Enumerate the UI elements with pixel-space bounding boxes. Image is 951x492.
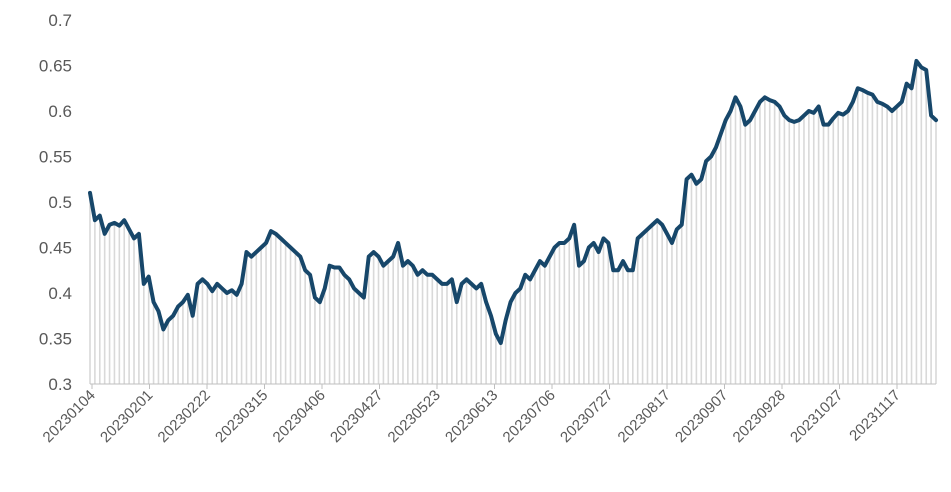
x-tick-label: 20230523 (385, 387, 444, 446)
y-tick-label: 0.3 (48, 375, 72, 394)
x-tick-label: 20231117 (846, 387, 904, 445)
x-tick-label: 20230427 (327, 387, 386, 446)
y-tick-label: 0.7 (48, 11, 72, 30)
series-line (88, 58, 938, 346)
x-axis-tick-labels: 2023010420230201202302222023031520230406… (40, 384, 904, 446)
y-tick-label: 0.35 (39, 330, 72, 349)
x-tick-label: 20230907 (672, 387, 731, 446)
x-tick-label: 20230104 (40, 387, 99, 446)
x-tick-label: 20230727 (557, 387, 616, 446)
x-tick-label: 20230613 (442, 387, 501, 446)
x-tick-label: 20230817 (615, 387, 674, 446)
x-tick-label: 20231027 (787, 387, 846, 446)
y-tick-label: 0.6 (48, 102, 72, 121)
x-tick-label: 20230201 (97, 387, 156, 446)
area-fill-bars (89, 60, 937, 384)
x-tick-label: 20230315 (212, 387, 271, 446)
y-tick-label: 0.5 (48, 193, 72, 212)
x-tick-label: 20230928 (730, 387, 789, 446)
y-tick-label: 0.55 (39, 148, 72, 167)
y-tick-label: 0.4 (48, 284, 72, 303)
x-tick-label: 20230406 (270, 387, 329, 446)
x-tick-label: 20230222 (155, 387, 214, 446)
y-tick-label: 0.65 (39, 57, 72, 76)
y-tick-label: 0.45 (39, 239, 72, 258)
x-tick-label: 20230706 (500, 387, 559, 446)
y-axis-tick-labels: 0.3 0.35 0.4 0.45 0.5 0.55 0.6 0.65 0.7 (39, 11, 72, 394)
